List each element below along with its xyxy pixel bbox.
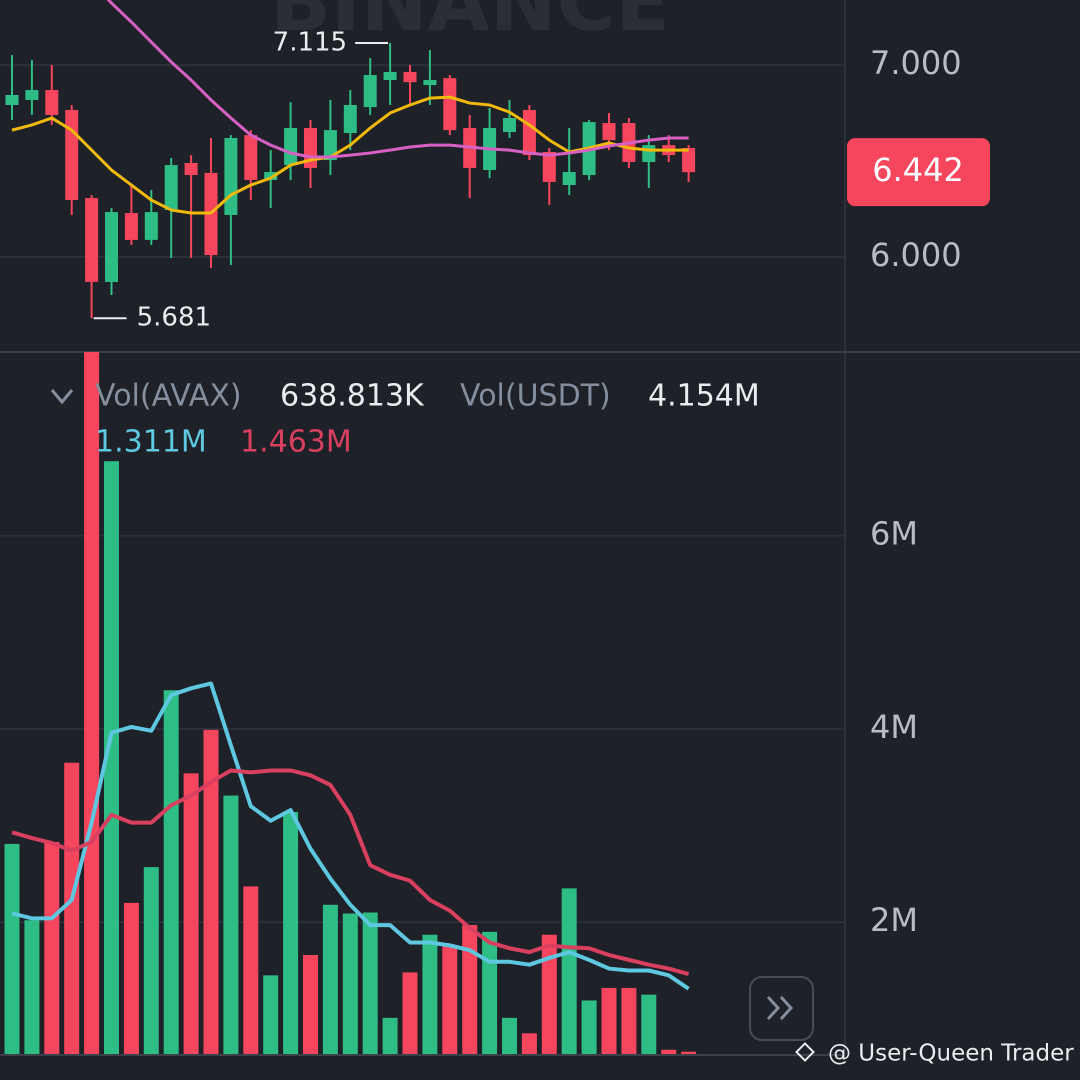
- volume-bar: [303, 955, 318, 1054]
- collapse-chevron[interactable]: [50, 389, 74, 405]
- candle-body: [264, 171, 278, 181]
- candle-body: [323, 130, 337, 161]
- volume-bar: [223, 795, 239, 1054]
- y-tick-label: 4M: [870, 708, 918, 746]
- candle-body: [363, 75, 377, 108]
- volume-bar: [661, 1049, 677, 1054]
- ma-line: [11, 768, 690, 977]
- y-tick-label: 2M: [870, 901, 918, 939]
- candle-body: [164, 165, 178, 210]
- y-tick-label: 6.000: [870, 236, 962, 274]
- candle-body: [25, 90, 39, 100]
- volume-bar: [482, 931, 498, 1054]
- candle-body: [244, 135, 258, 181]
- vol-ma-label: 1.463M: [240, 425, 352, 460]
- candle-body: [602, 123, 616, 141]
- volume-bar: [422, 934, 438, 1054]
- volume-bar: [104, 461, 119, 1054]
- candle-body: [124, 213, 138, 240]
- volume-bar: [203, 729, 219, 1054]
- candle-body: [642, 145, 656, 162]
- volume-bar: [442, 945, 458, 1054]
- vol-ma-label: 1.311M: [95, 425, 207, 460]
- volume-bar: [322, 904, 338, 1054]
- binance-logo: [795, 1042, 815, 1062]
- low-marker-label: 5.681: [137, 303, 211, 333]
- volume-bar: [44, 841, 60, 1054]
- volume-bar: [402, 972, 418, 1054]
- volume-bar: [183, 773, 199, 1054]
- price-pane: [5, 0, 696, 319]
- candle-body: [65, 109, 79, 200]
- volume-bar: [681, 1051, 697, 1054]
- volume-bar: [621, 987, 637, 1054]
- vol-quote-name: Vol(USDT): [460, 379, 611, 414]
- candle-body: [562, 171, 576, 186]
- volume-bar: [462, 925, 478, 1054]
- candle-body: [45, 90, 59, 115]
- volume-bar: [601, 987, 617, 1054]
- volume-bar: [581, 1000, 597, 1054]
- last-price-label: 6.442: [872, 151, 964, 189]
- volume-bar: [243, 886, 259, 1054]
- candle-body: [85, 198, 99, 282]
- watermark: BINANCE: [270, 0, 670, 49]
- candle-body: [144, 212, 158, 240]
- credit: @ User-Queen Trader: [828, 1041, 1074, 1067]
- volume-pane: [4, 352, 697, 1054]
- candle-body: [105, 212, 118, 282]
- volume-bar: [163, 690, 179, 1054]
- volume-bar: [64, 762, 80, 1054]
- vol-base-value: 638.813K: [280, 379, 425, 414]
- y-tick-label: 6M: [870, 515, 918, 553]
- candle-body: [343, 104, 357, 134]
- volume-bar: [143, 867, 159, 1054]
- candle-body: [224, 137, 238, 215]
- candle-body: [503, 118, 516, 133]
- volume-bar: [561, 888, 577, 1054]
- y-tick-label: 7.000: [870, 44, 962, 82]
- ma-line: [11, 681, 690, 991]
- candle-body: [682, 147, 696, 173]
- high-marker-label: 7.115: [273, 27, 347, 57]
- price-grid: [0, 64, 845, 258]
- volume-bar: [641, 994, 657, 1054]
- candle-body: [423, 80, 437, 86]
- volume-bar: [362, 912, 378, 1054]
- volume-bar: [342, 913, 358, 1054]
- candle-body: [284, 128, 298, 166]
- volume-bar: [123, 902, 139, 1054]
- volume-bar: [4, 843, 20, 1054]
- vol-base-name: Vol(AVAX): [95, 379, 242, 414]
- labels: 6.000 7.000 2M 4M 6M 7.115 5.681 6.442: [93, 27, 990, 939]
- button-icon: [766, 995, 781, 1021]
- volume-bar: [84, 352, 100, 1054]
- volume-bar: [521, 1033, 537, 1054]
- candle-body: [542, 152, 556, 182]
- volume-bar: [541, 934, 557, 1054]
- button-icon: [779, 995, 794, 1021]
- candle-body: [184, 162, 198, 176]
- volume-bar: [283, 812, 299, 1054]
- last-price-tag: [847, 138, 990, 207]
- candle-body: [403, 71, 417, 83]
- candle-body: [383, 71, 397, 81]
- candle-body: [443, 78, 457, 131]
- volume-bar: [24, 920, 40, 1054]
- volume-bar: [502, 1017, 517, 1054]
- volume-bar: [382, 1017, 398, 1054]
- vol-quote-value: 4.154M: [648, 379, 760, 414]
- ma-line: [106, 0, 689, 159]
- candle-body: [522, 109, 536, 156]
- scroll-latest-button[interactable]: [749, 976, 814, 1041]
- candle-body: [5, 95, 19, 105]
- volume-bar: [263, 975, 279, 1054]
